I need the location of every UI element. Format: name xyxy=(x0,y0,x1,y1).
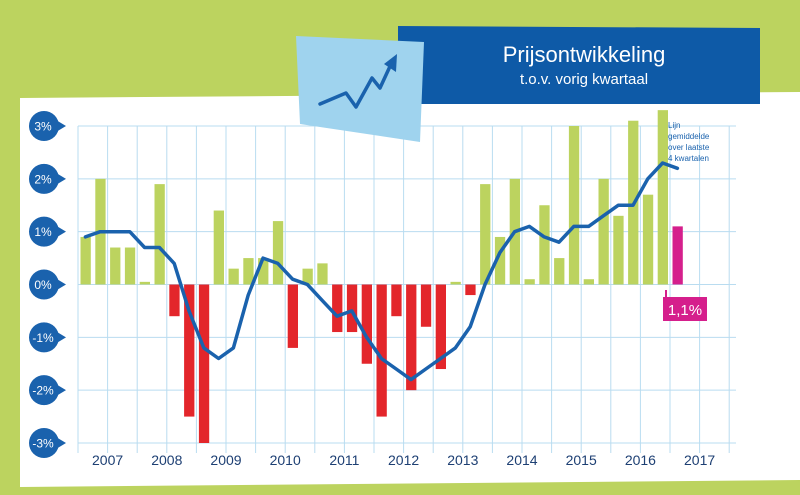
bar xyxy=(465,284,476,296)
bar xyxy=(258,258,269,285)
y-tick-label: 1% xyxy=(34,225,52,239)
y-tick-label: -3% xyxy=(32,437,54,451)
y-tick-pointer xyxy=(56,225,66,238)
x-tick-label: 2014 xyxy=(506,452,537,468)
y-tick-badge xyxy=(29,269,59,300)
x-axis: 2007 2008 2009 2010 2011 2012 2013 2014 2015 2016… xyxy=(92,452,715,468)
bar xyxy=(642,194,654,285)
bar xyxy=(361,284,372,364)
bar xyxy=(317,263,328,285)
bar xyxy=(391,284,402,317)
trend-up-arrow-icon xyxy=(318,54,397,109)
bar xyxy=(524,279,535,285)
y-tick-pointer xyxy=(56,437,66,449)
bar xyxy=(332,284,343,333)
x-tick-label: 2016 xyxy=(625,452,656,468)
x-tick-label: 2012 xyxy=(388,452,419,468)
x-tick-label: 2007 xyxy=(92,452,123,468)
bar xyxy=(539,205,550,285)
y-tick: 2% xyxy=(29,163,66,194)
bar xyxy=(243,258,254,285)
bar xyxy=(583,279,594,285)
bar xyxy=(272,221,284,285)
bar xyxy=(154,184,165,285)
x-tick-label: 2008 xyxy=(151,452,182,468)
average-line xyxy=(83,161,680,382)
bar xyxy=(672,226,683,285)
bars-layer xyxy=(80,110,683,443)
annotation-label: 1,1% xyxy=(668,302,702,319)
bar xyxy=(124,247,136,285)
y-tick-label: -2% xyxy=(32,384,54,398)
x-tick-label: 2010 xyxy=(270,452,301,468)
y-tick-pointer xyxy=(56,172,66,185)
y-tick: 3% xyxy=(29,111,66,141)
bar xyxy=(406,284,417,391)
legend-line: Lijn xyxy=(668,121,680,130)
bar xyxy=(213,210,224,285)
y-tick-badge xyxy=(29,111,59,141)
bar xyxy=(494,236,506,285)
bar xyxy=(657,110,668,285)
legend-line: over laatste xyxy=(668,143,710,152)
bar xyxy=(598,178,609,285)
bar xyxy=(376,284,387,417)
y-tick-pointer xyxy=(56,384,66,397)
bar xyxy=(228,268,239,285)
y-tick-label: 3% xyxy=(34,120,52,134)
bar xyxy=(435,284,446,370)
bar xyxy=(198,284,210,443)
x-tick-label: 2009 xyxy=(210,452,241,468)
bar xyxy=(450,281,461,285)
bar xyxy=(184,284,195,417)
legend-line: 4 kwartalen xyxy=(668,154,709,163)
bar xyxy=(420,284,432,327)
bar xyxy=(169,284,180,317)
y-tick-pointer xyxy=(56,278,66,291)
x-tick-label: 2015 xyxy=(566,452,597,468)
bar xyxy=(554,258,565,285)
annotation-box xyxy=(663,297,707,321)
bar xyxy=(139,281,150,285)
y-tick: -1% xyxy=(29,322,66,353)
legend-line: gemiddelde xyxy=(668,132,710,141)
bar xyxy=(568,126,580,285)
y-tick-label: -1% xyxy=(32,331,54,345)
y-tick-badge xyxy=(29,428,59,458)
x-tick-label: 2011 xyxy=(329,452,359,468)
bar xyxy=(80,236,91,285)
y-tick: 0% xyxy=(29,269,66,300)
bar xyxy=(302,268,313,285)
y-tick: -3% xyxy=(29,428,66,458)
y-axis: 3% 2% 1% 0% -1% -2% -3% xyxy=(29,111,66,458)
y-tick-label: 2% xyxy=(34,172,52,186)
icon-box xyxy=(296,36,424,142)
bar xyxy=(346,284,358,333)
y-tick-badge xyxy=(29,375,59,406)
y-tick-badge xyxy=(29,216,59,247)
bar xyxy=(287,284,298,348)
y-tick-pointer xyxy=(56,120,66,132)
bar xyxy=(613,215,624,285)
y-tick-label: 0% xyxy=(34,278,52,292)
bar xyxy=(480,184,491,285)
y-tick: -2% xyxy=(29,375,66,406)
y-tick-badge xyxy=(29,163,59,194)
line-layer xyxy=(83,161,680,382)
line-legend-label: Lijn gemiddelde over laatste 4 kwartalen xyxy=(668,121,710,163)
bar xyxy=(110,247,121,285)
x-tick-label: 2013 xyxy=(447,452,478,468)
y-tick-badge xyxy=(29,322,59,353)
title-box xyxy=(398,26,760,104)
chart-subtitle: t.o.v. vorig kwartaal xyxy=(520,71,648,88)
x-tick-label: 2017 xyxy=(684,452,715,468)
y-tick: 1% xyxy=(29,216,66,247)
chart-title: Prijsontwikkeling xyxy=(503,42,666,67)
y-tick-pointer xyxy=(56,331,66,344)
